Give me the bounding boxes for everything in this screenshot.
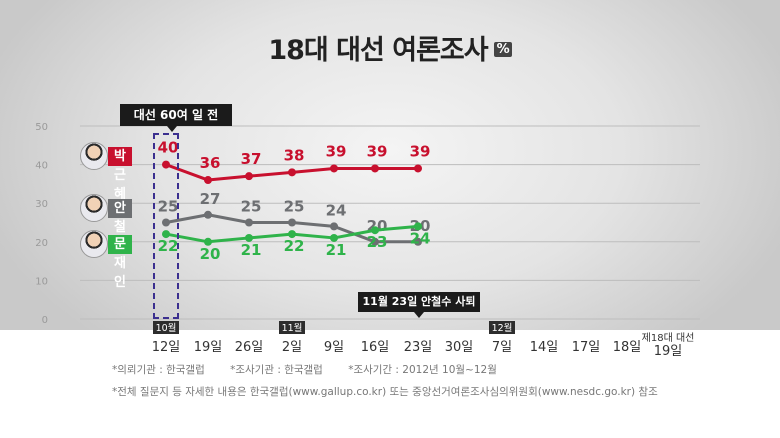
data-label: 38 <box>284 146 305 164</box>
month-tag-bg <box>489 321 515 334</box>
data-label: 21 <box>326 241 347 259</box>
x-tick-caption: 제18대 대선 <box>642 332 695 344</box>
footer-surveyor: *조사기관 : 한국갤럽 <box>230 364 323 376</box>
portrait-icon <box>80 194 108 222</box>
data-point <box>414 237 422 246</box>
data-label: 22 <box>158 237 179 255</box>
month-tag: 10월 <box>156 322 177 334</box>
data-point <box>414 164 422 173</box>
month-tag: 11월 <box>282 322 303 334</box>
data-point <box>414 222 422 231</box>
x-tick-label: 26일 <box>235 340 264 355</box>
candidate-name-1: 박근혜 <box>108 147 132 202</box>
data-label: 24 <box>326 201 347 219</box>
y-tick-label: 10 <box>35 276 48 287</box>
data-point <box>330 164 338 173</box>
data-point <box>371 237 379 246</box>
x-tick-label: 12일 <box>152 340 181 355</box>
data-point <box>288 230 296 239</box>
data-label: 21 <box>241 241 262 259</box>
footer-meta: *의뢰기관 : 한국갤럽 *조사기관 : 한국갤럽 *조사기간 : 2012년 … <box>112 362 519 377</box>
data-label: 22 <box>284 237 305 255</box>
data-label: 23 <box>367 233 388 251</box>
footer-note: *전체 질문지 등 자세한 내용은 한국갤럽(www.gallup.co.kr)… <box>112 386 658 398</box>
data-label: 27 <box>200 190 221 208</box>
x-tick-label: 16일 <box>361 340 390 355</box>
chart-title: 18대 대선 여론조사 <box>268 35 488 66</box>
highlight-box <box>153 133 179 319</box>
month-tag-bg <box>279 321 305 334</box>
portrait-icon <box>80 230 108 258</box>
portrait-icon <box>80 142 108 170</box>
candidate-name-3: 문재인 <box>108 235 132 290</box>
x-tick-label: 9일 <box>324 340 344 355</box>
month-tag: 12월 <box>492 322 513 334</box>
data-point <box>371 164 379 173</box>
data-label: 25 <box>284 198 305 216</box>
data-point <box>162 230 170 239</box>
data-point <box>371 226 379 235</box>
candidate-name-2: 안철수 <box>108 199 132 254</box>
x-tick-label: 2일 <box>282 340 302 355</box>
data-point <box>245 172 253 181</box>
footer-period: *조사기간 : 2012년 10월~12월 <box>348 364 497 376</box>
axis-background <box>0 330 780 438</box>
data-label: 40 <box>158 139 179 157</box>
x-tick-label: 14일 <box>530 340 559 355</box>
data-point <box>204 176 212 185</box>
y-tick-label: 30 <box>35 199 48 210</box>
x-tick-label: 7일 <box>492 340 512 355</box>
data-label: 39 <box>326 142 347 160</box>
x-tick-label: 17일 <box>572 340 601 355</box>
data-point <box>330 222 338 231</box>
data-point <box>288 168 296 177</box>
month-tag-bg <box>153 321 179 334</box>
data-point <box>330 233 338 242</box>
x-tick-label: 18일 <box>613 340 642 355</box>
y-tick-label: 50 <box>35 122 48 133</box>
data-label: 39 <box>367 142 388 160</box>
data-point <box>162 218 170 227</box>
data-point <box>204 210 212 219</box>
x-tick-label: 30일 <box>445 340 474 355</box>
x-tick-label: 19일 <box>654 344 683 359</box>
data-point <box>162 160 170 169</box>
y-tick-label: 20 <box>35 238 48 249</box>
data-label: 24 <box>410 229 431 247</box>
data-label: 25 <box>241 198 262 216</box>
data-label: 36 <box>200 154 221 172</box>
footer-client: *의뢰기관 : 한국갤럽 <box>112 364 205 376</box>
x-tick-label: 23일 <box>404 340 433 355</box>
data-label: 20 <box>200 245 221 263</box>
data-point <box>204 237 212 246</box>
event-callout: 11월 23일 안철수 사퇴 <box>358 292 480 318</box>
data-point <box>245 218 253 227</box>
data-label: 37 <box>241 150 262 168</box>
data-label: 25 <box>158 198 179 216</box>
days-before-banner: 대선 60여 일 전 <box>120 104 232 132</box>
x-tick-label: 19일 <box>194 340 223 355</box>
chart-title-wrap: 18대 대선 여론조사% <box>0 28 780 67</box>
data-point <box>288 218 296 227</box>
data-label: 39 <box>410 142 431 160</box>
y-tick-label: 0 <box>42 315 48 326</box>
unit-badge: % <box>493 42 512 57</box>
y-tick-label: 40 <box>35 161 48 172</box>
data-point <box>245 233 253 242</box>
